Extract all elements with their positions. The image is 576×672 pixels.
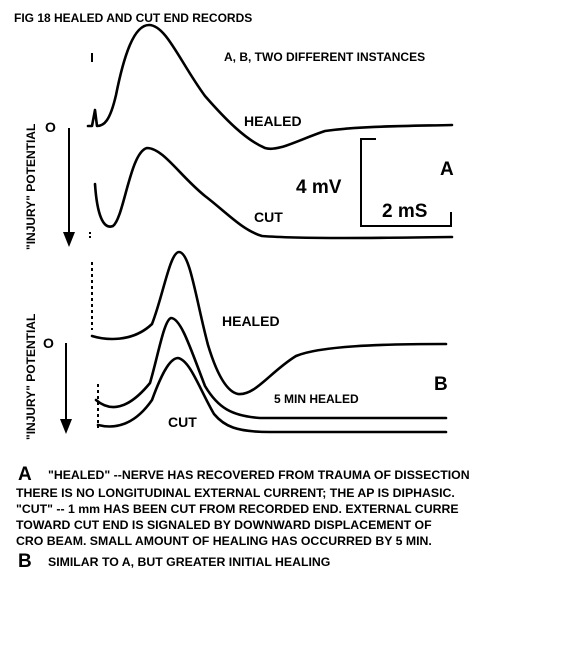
panel-b-healed-trace	[90, 250, 448, 396]
caption-b-letter: B	[18, 551, 32, 572]
caption-a-line-2: THERE IS NO LONGITUDINAL EXTERNAL CURREN…	[16, 486, 455, 500]
panel-a-time-scale: 2 mS	[382, 201, 427, 222]
panel-b-zero-label: O	[43, 335, 54, 351]
panel-b-5min-trace	[94, 316, 448, 420]
caption-a-line-4: TOWARD CUT END IS SIGNALED BY DOWNWARD D…	[16, 518, 432, 532]
caption-a-line-3: "CUT" -- 1 mm HAS BEEN CUT FROM RECORDED…	[16, 502, 459, 516]
panel-a-zero-label: O	[45, 119, 56, 135]
caption-a-line-1: "HEALED" --NERVE HAS RECOVERED FROM TRAU…	[48, 468, 470, 482]
panel-a-voltage-scale: 4 mV	[296, 177, 342, 198]
caption-b-line-1: SIMILAR TO A, BUT GREATER INITIAL HEALIN…	[48, 555, 330, 569]
panel-b-cut-trace	[96, 356, 448, 434]
panel-b-axis-label: "INJURY" POTENTIAL	[24, 314, 38, 440]
panel-b-5min-label: 5 MIN HEALED	[274, 392, 359, 406]
panel-a: "INJURY" POTENTIAL O HEALED CUT 4 mV 2 m…	[24, 23, 454, 250]
panel-b-cut-label: CUT	[168, 414, 197, 430]
panel-b: "INJURY" POTENTIAL O HEALED 5 MIN HEALED…	[24, 250, 448, 440]
panel-a-cut-trace	[93, 146, 454, 240]
panel-b-arrow-head	[60, 419, 72, 434]
panel-b-healed-label: HEALED	[222, 313, 280, 329]
caption-a-line-5: CRO BEAM. SMALL AMOUNT OF HEALING HAS OC…	[16, 534, 432, 548]
caption: A "HEALED" --NERVE HAS RECOVERED FROM TR…	[16, 464, 470, 572]
panel-b-letter: B	[434, 374, 448, 395]
panel-a-letter: A	[440, 159, 454, 180]
panel-a-arrow-head	[63, 232, 75, 247]
figure-title: FIG 18 HEALED AND CUT END RECORDS	[14, 11, 252, 25]
caption-a-letter: A	[18, 464, 32, 485]
panel-a-healed-label: HEALED	[244, 113, 302, 129]
panel-a-axis-label: "INJURY" POTENTIAL	[24, 124, 38, 250]
panel-a-healed-trace	[86, 23, 454, 151]
panel-a-cut-label: CUT	[254, 209, 283, 225]
instances-note: A, B, TWO DIFFERENT INSTANCES	[224, 50, 425, 64]
panel-a-calibration-bracket	[360, 138, 452, 227]
